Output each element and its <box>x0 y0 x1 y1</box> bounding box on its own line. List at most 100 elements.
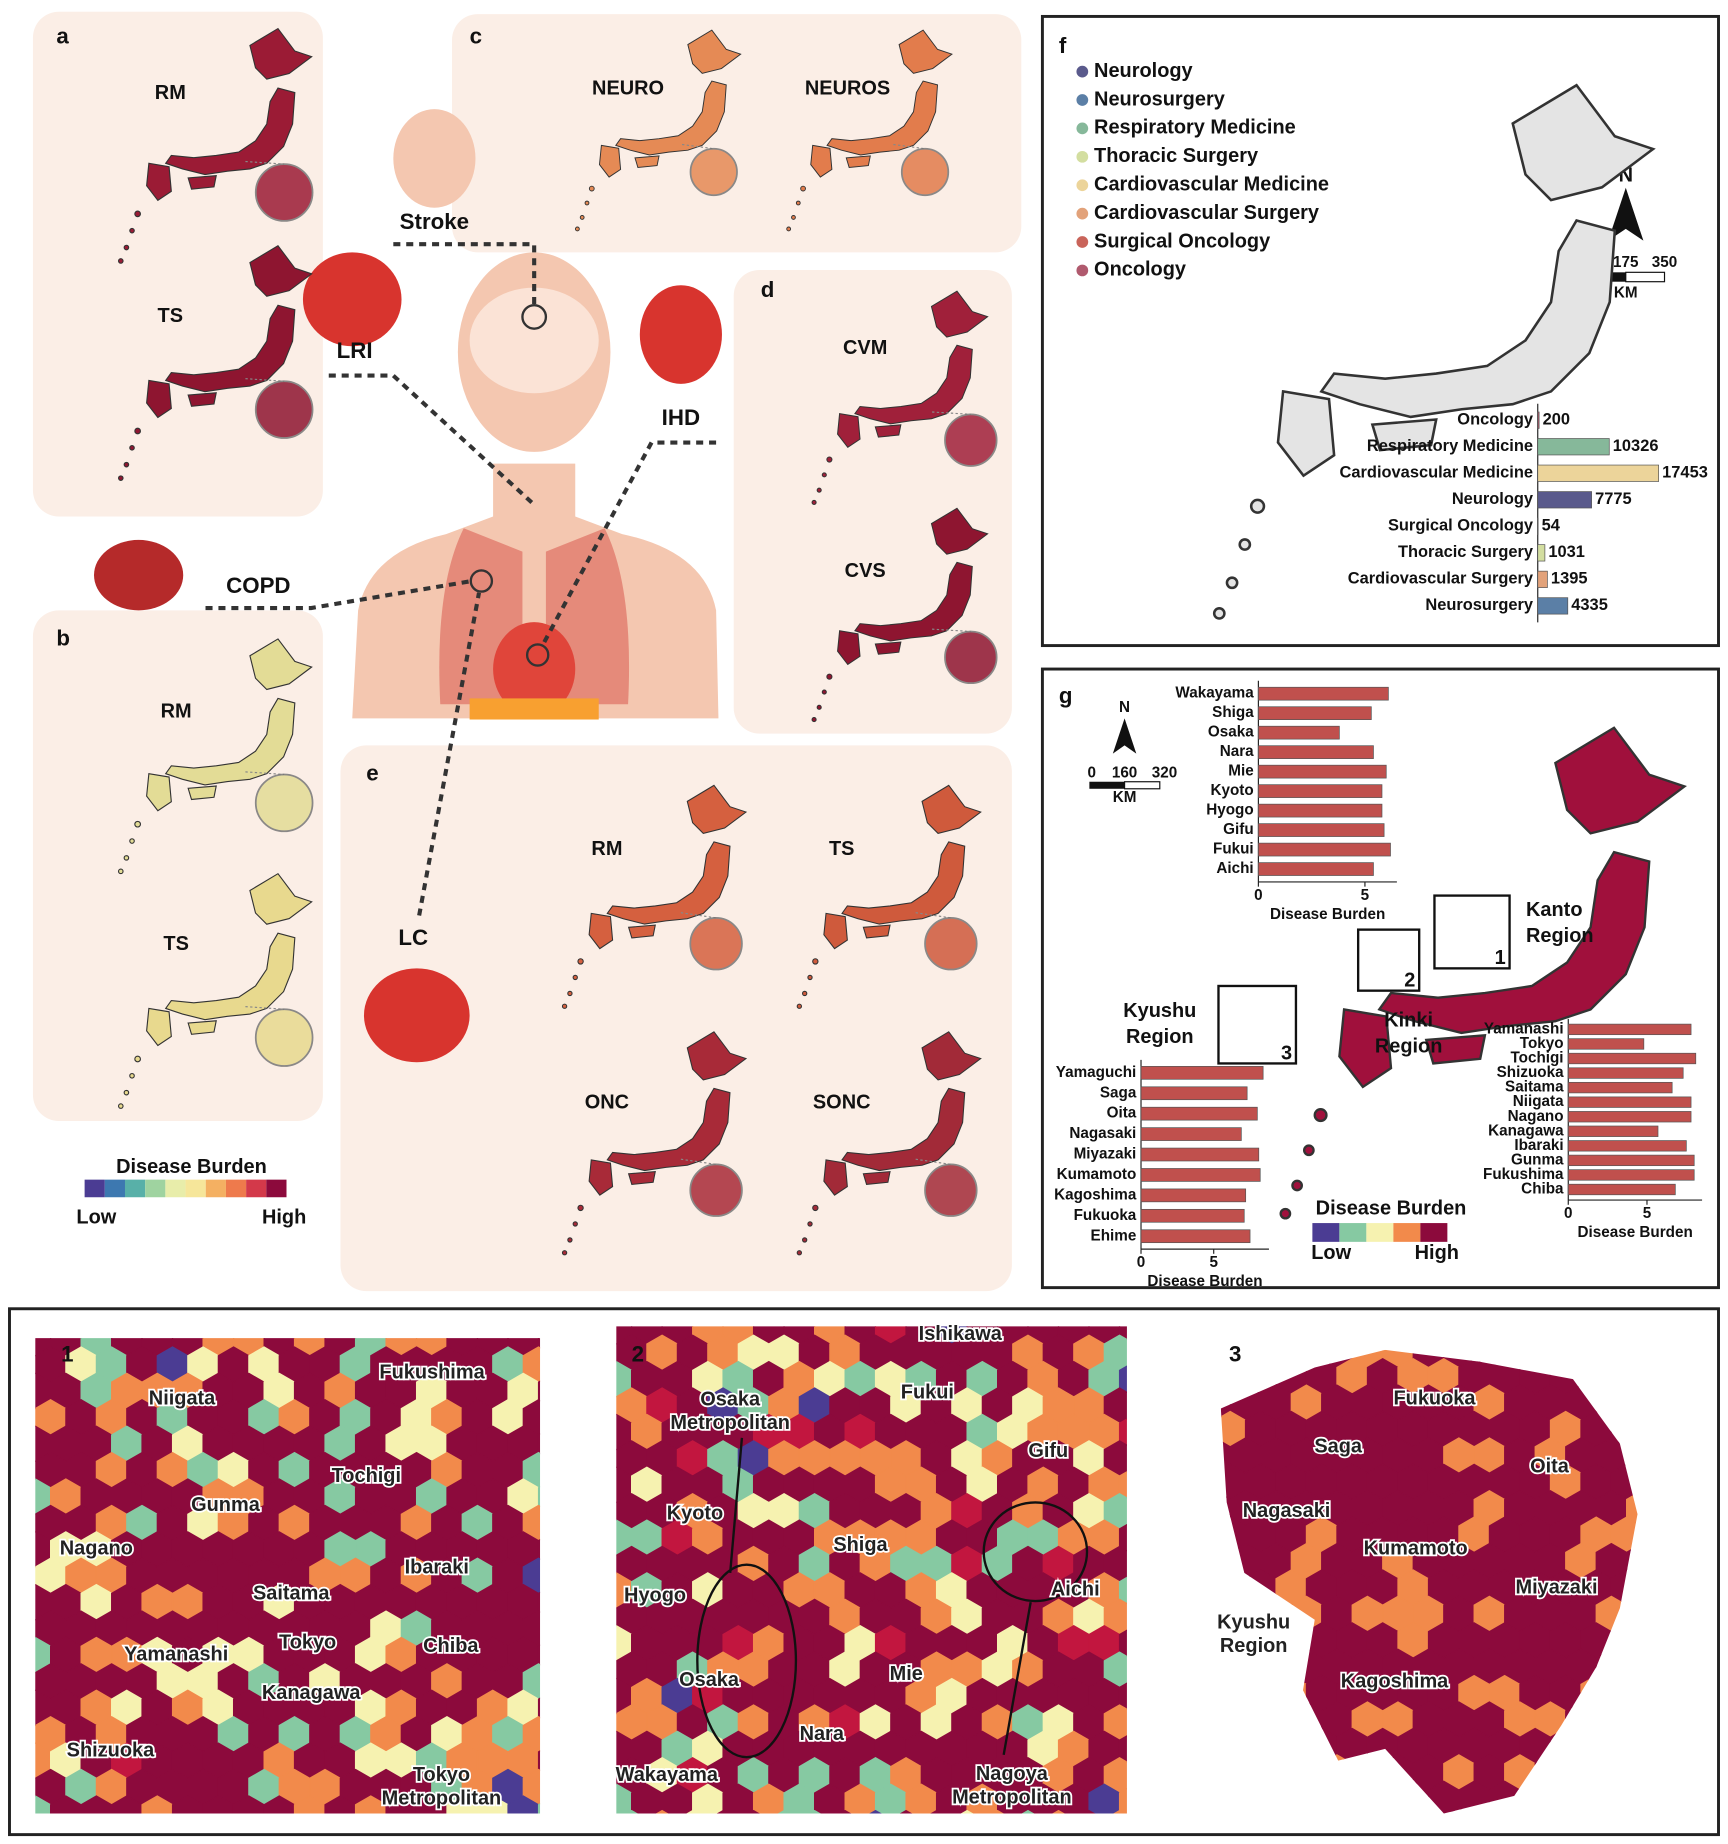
map-label: TS <box>163 933 188 955</box>
category-label: Fukuoka <box>1074 1207 1137 1224</box>
metro-leader <box>1002 1601 1032 1755</box>
scale-label: 175 <box>1613 254 1639 271</box>
place-label: Osaka <box>679 1669 740 1691</box>
colorbar-swatch <box>165 1179 186 1198</box>
place-label: Ibaraki <box>405 1556 469 1578</box>
disease-label: IHD <box>662 405 700 430</box>
value-label: 7775 <box>1595 490 1632 508</box>
hex-cell <box>625 1809 638 1814</box>
inset-map <box>689 917 743 971</box>
inset-map <box>944 630 998 685</box>
region-number: 1 <box>1495 947 1506 969</box>
place-label: Metropolitan <box>382 1788 502 1810</box>
bar <box>1567 1169 1695 1181</box>
metro-outline <box>982 1501 1089 1603</box>
category-label: Tochigi <box>1510 1050 1563 1067</box>
x-axis-label: Disease Burden <box>1147 1273 1262 1290</box>
place-label: Gifu <box>1028 1440 1068 1462</box>
region-number: 2 <box>1404 970 1415 992</box>
category-label: Nara <box>1220 743 1254 760</box>
colorbar <box>1312 1223 1448 1242</box>
inset-leader <box>932 411 971 415</box>
panel-letter: a <box>56 23 69 48</box>
place-label: Tochigi <box>332 1465 401 1487</box>
x-tick-label: 5 <box>1209 1254 1218 1271</box>
inset-leader <box>245 378 285 382</box>
scale-label: 160 <box>1112 765 1137 782</box>
hex-cell <box>808 1809 821 1814</box>
place-label: Tokyo <box>279 1632 336 1654</box>
zoom-number: 1 <box>61 1342 73 1367</box>
bar <box>1537 464 1659 482</box>
category-label: Saitama <box>1505 1079 1564 1096</box>
map-label: SONC <box>813 1092 871 1114</box>
place-label: Wakayama <box>616 1764 719 1786</box>
hex-cell <box>747 1809 760 1814</box>
inset-leader <box>245 160 285 165</box>
scale-bar <box>1089 781 1125 789</box>
bar <box>1258 706 1372 720</box>
region-label: Kanto <box>1526 899 1582 921</box>
category-label: Oncology <box>1457 411 1534 429</box>
place-label: Hyogo <box>624 1585 686 1607</box>
x-axis-label: Disease Burden <box>1578 1224 1693 1241</box>
region-label: Kyushu <box>1123 1000 1196 1022</box>
hex-cell <box>537 1697 541 1719</box>
bar <box>1537 411 1540 429</box>
region-box <box>1356 928 1421 992</box>
scale-bar <box>1625 271 1666 283</box>
value-label: 17453 <box>1662 464 1708 482</box>
place-label: Aichi <box>1051 1579 1100 1601</box>
north-arrow <box>1608 187 1644 241</box>
map-label: CVM <box>843 337 887 359</box>
bar <box>1140 1106 1258 1121</box>
bar <box>1567 1183 1676 1196</box>
place-label: Chiba <box>423 1635 479 1657</box>
bar <box>1140 1188 1247 1203</box>
hex-cell <box>1021 1809 1035 1814</box>
place-label: Saga <box>1314 1436 1363 1458</box>
colorbar-swatch <box>225 1179 247 1198</box>
legend-marker <box>1076 122 1089 135</box>
category-label: Hyogo <box>1206 802 1253 819</box>
category-label: Mie <box>1228 763 1253 780</box>
category-label: Ehime <box>1091 1227 1137 1244</box>
hex-cell <box>537 1539 541 1560</box>
category-label: Fukui <box>1213 841 1254 858</box>
category-label: Kanagawa <box>1488 1122 1564 1139</box>
place-label: Kanagawa <box>262 1682 362 1704</box>
category-label: Kumamoto <box>1057 1166 1137 1183</box>
region-box <box>1217 984 1298 1065</box>
place-label: Metropolitan <box>670 1412 790 1434</box>
panel-letter: d <box>761 277 775 302</box>
hex-cell <box>960 1809 974 1814</box>
inset-map <box>924 1163 978 1217</box>
inset-leader <box>893 143 926 150</box>
bar <box>1567 1038 1645 1050</box>
region-number: 3 <box>1281 1042 1292 1064</box>
bar <box>1258 862 1374 876</box>
bar <box>1140 1229 1251 1244</box>
category-label: Gunma <box>1511 1151 1564 1168</box>
value-label: 10326 <box>1613 437 1659 455</box>
inset-map <box>254 1008 314 1067</box>
legend-label: Neurology <box>1094 60 1193 82</box>
place-label: Region <box>1220 1635 1288 1657</box>
value-label: 54 <box>1542 517 1561 535</box>
colorbar-swatch <box>1420 1223 1448 1242</box>
category-label: Thoracic Surgery <box>1398 543 1534 561</box>
bar <box>1140 1208 1245 1223</box>
map-label: NEURO <box>592 77 664 99</box>
panel-letter: g <box>1059 683 1073 708</box>
place-label: Nagano <box>60 1538 133 1560</box>
map-label: TS <box>829 838 854 860</box>
inset-leader <box>680 912 717 919</box>
place-label: Niigata <box>149 1387 216 1409</box>
category-label: Tokyo <box>1520 1035 1564 1052</box>
inset-map <box>924 917 978 971</box>
place-label: Saitama <box>253 1582 330 1604</box>
hex-cell <box>899 1809 913 1814</box>
legend-label: Cardiovascular Medicine <box>1094 173 1329 195</box>
category-label: Oita <box>1107 1105 1137 1122</box>
